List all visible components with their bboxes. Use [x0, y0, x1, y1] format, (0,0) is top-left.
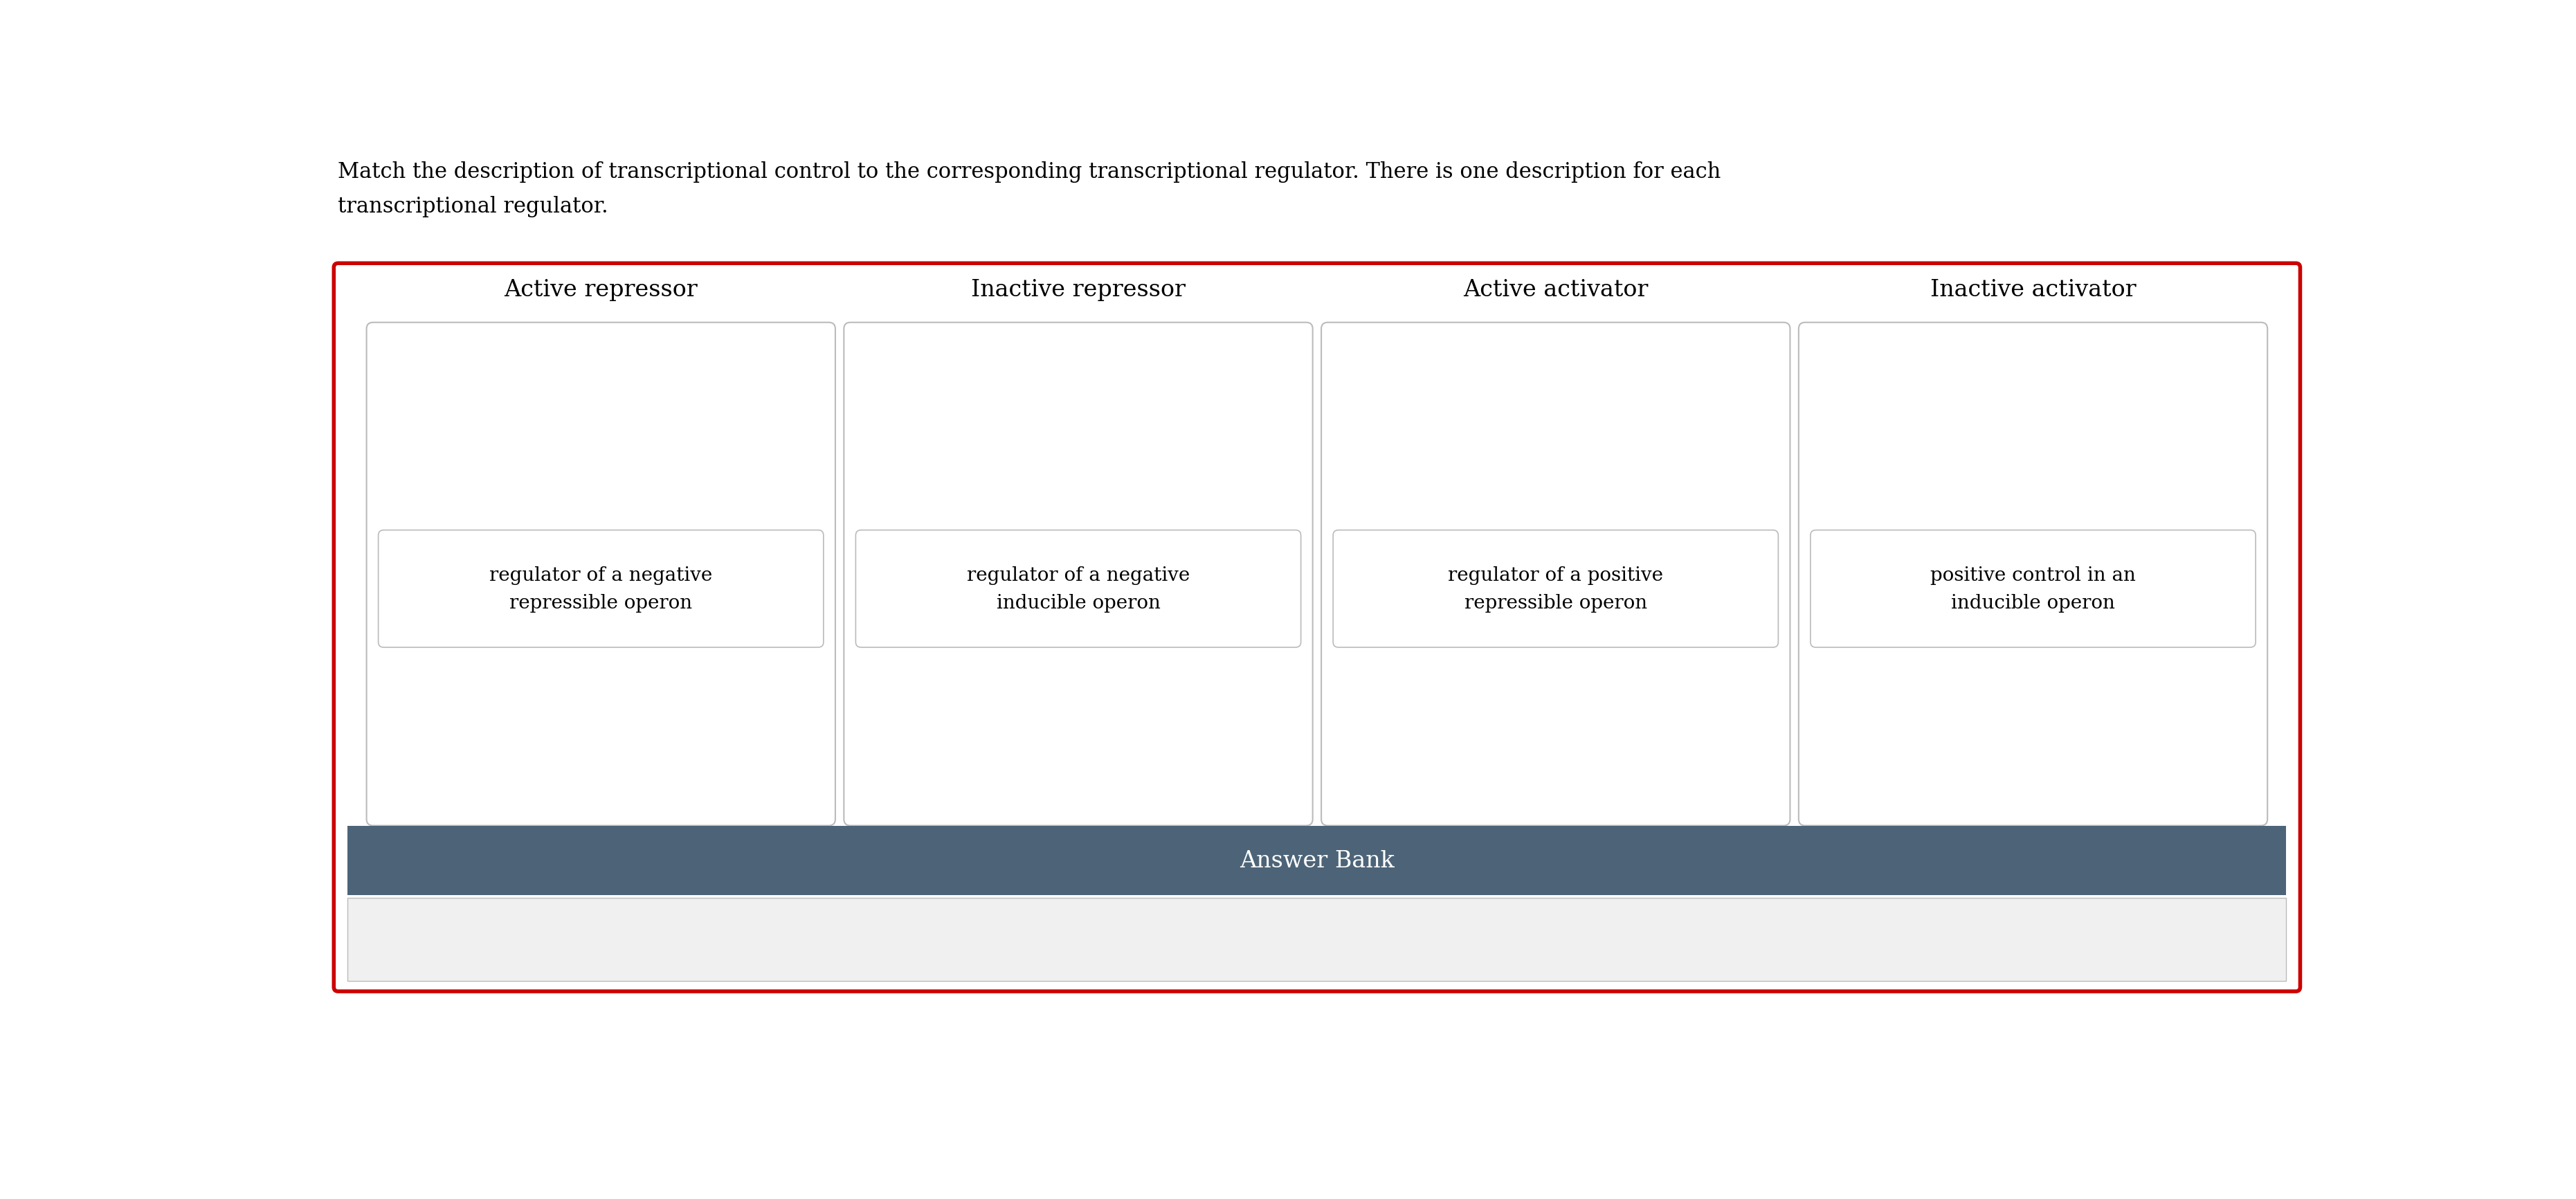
Text: transcriptional regulator.: transcriptional regulator. [337, 197, 608, 217]
FancyBboxPatch shape [1798, 323, 2267, 826]
FancyBboxPatch shape [348, 826, 2287, 896]
FancyBboxPatch shape [379, 530, 824, 647]
FancyBboxPatch shape [1321, 323, 1790, 826]
Text: Answer Bank: Answer Bank [1239, 850, 1394, 872]
FancyBboxPatch shape [1811, 530, 2257, 647]
Text: Inactive activator: Inactive activator [1929, 279, 2136, 301]
Text: regulator of a negative
inducible operon: regulator of a negative inducible operon [966, 566, 1190, 611]
FancyBboxPatch shape [335, 264, 2300, 992]
FancyBboxPatch shape [366, 323, 835, 826]
Text: regulator of a negative
repressible operon: regulator of a negative repressible oper… [489, 566, 714, 611]
Text: Active activator: Active activator [1463, 279, 1649, 301]
Text: positive control in an
inducible operon: positive control in an inducible operon [1929, 566, 2136, 611]
Text: Match the description of transcriptional control to the corresponding transcript: Match the description of transcriptional… [337, 162, 1721, 183]
Text: Inactive repressor: Inactive repressor [971, 279, 1185, 301]
Text: regulator of a positive
repressible operon: regulator of a positive repressible oper… [1448, 566, 1664, 611]
FancyBboxPatch shape [348, 898, 2287, 981]
FancyBboxPatch shape [1332, 530, 1777, 647]
FancyBboxPatch shape [855, 530, 1301, 647]
FancyBboxPatch shape [845, 323, 1314, 826]
Text: Active repressor: Active repressor [505, 279, 698, 301]
